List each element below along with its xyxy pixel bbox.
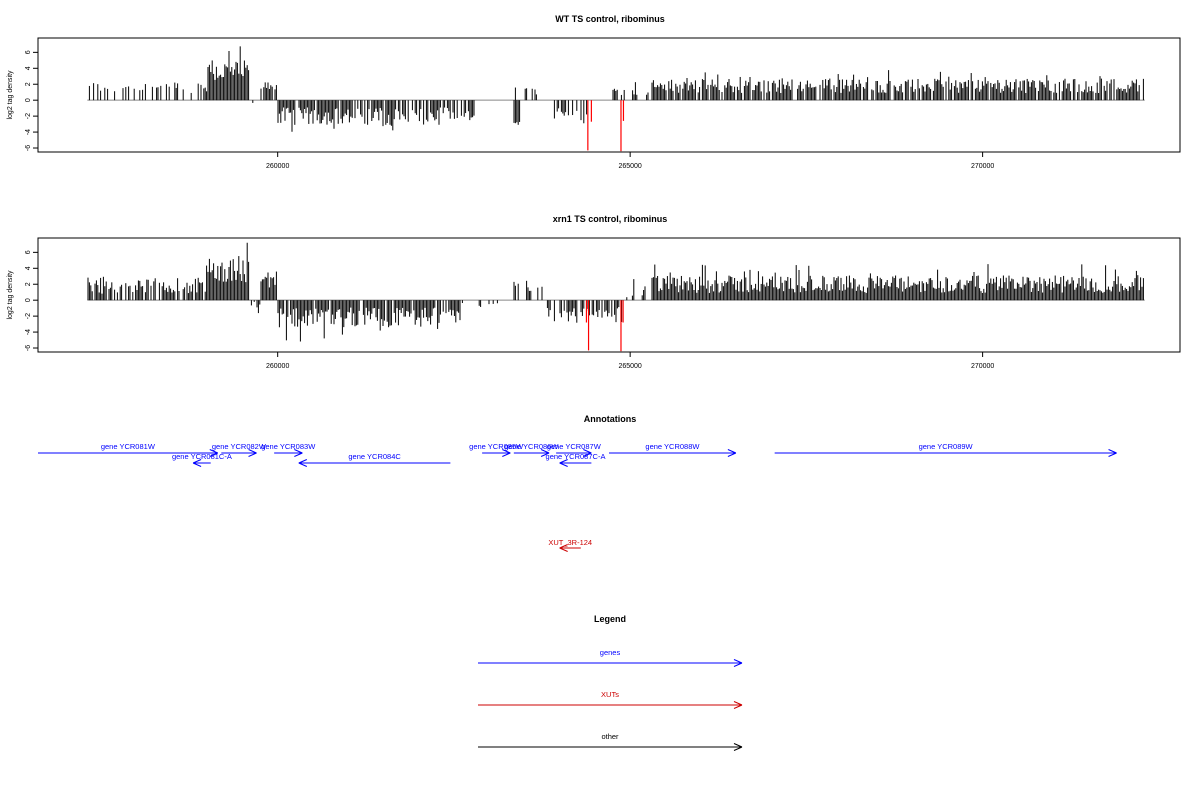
gene-arrow-head [559,459,568,464]
gene-label: gene YCR083W [261,442,316,451]
gene-arrow-head [209,449,218,454]
annotations-title: Annotations [584,414,637,424]
xut-arrow-head [559,544,568,549]
gene-label: gene YCR082W [212,442,267,451]
gene-label: gene YCR084C [348,452,401,461]
y-tick-label: -2 [25,313,32,319]
gene-label: gene YCR086W [504,442,559,451]
y-tick-label: 2 [25,282,32,286]
legend-label: other [601,732,619,741]
gene-arrow-head [502,449,511,454]
gene-label: gene YCR081C-A [172,452,232,461]
gene-arrow-head [727,449,737,454]
gene-arrow-head [209,452,218,457]
xut-arrow-head [559,547,568,552]
gene-arrow-head [294,449,303,454]
y-tick-label: -4 [25,329,32,335]
plot-frame [37,37,1181,153]
gene-arrow-head [540,452,550,457]
y-tick-label: 4 [25,266,32,270]
legend-arrow-head [733,662,743,667]
legend-arrow-head [733,743,743,748]
y-tick-label: -6 [25,145,32,151]
y-tick-label: -2 [25,113,32,119]
gene-arrow-head [192,462,202,467]
y-tick-label: 6 [25,250,32,254]
y-tick-label: 6 [25,50,32,54]
legend-arrow-head [733,704,743,709]
panel-title: WT TS control, ribominus [555,14,665,24]
y-tick-label: 0 [25,298,32,302]
gene-arrow-head [192,459,202,464]
x-tick-label: 270000 [971,363,994,370]
legend-arrow-head [733,746,743,751]
legend-title: Legend [594,614,626,624]
x-tick-label: 265000 [618,363,641,370]
gene-arrow-head [298,459,308,464]
legend-label: XUTs [601,690,619,699]
gene-arrow-head [1108,452,1117,457]
gene-label: gene YCR085W [469,442,524,451]
gene-arrow-head [298,462,308,467]
y-tick-label: 0 [25,98,32,102]
legend-arrow-head [733,701,743,706]
gene-label: gene YCR088W [645,442,700,451]
gene-arrow-head [294,452,303,457]
gene-label: gene YCR087W [547,442,602,451]
gene-arrow-head [583,452,592,457]
gene-arrow-head [727,452,737,457]
gene-arrow-head [502,452,511,457]
gene-arrow-head [248,452,257,457]
xut-label: XUT_3R-124 [548,538,592,547]
y-tick-label: -6 [25,345,32,351]
x-tick-label: 260000 [266,363,289,370]
plot-frame [37,237,1181,353]
panel-title: xrn1 TS control, ribominus [553,214,668,224]
legend-label: genes [600,648,621,657]
y-axis-label: log2 tag density [7,270,14,320]
gene-label: gene YCR081W [101,442,156,451]
gene-label: gene YCR089W [919,442,974,451]
gene-label: gene YCR087C-A [546,452,606,461]
gene-arrow-head [248,449,257,454]
gene-arrow-head [559,462,568,467]
x-tick-label: 270000 [971,163,994,170]
gene-arrow-head [540,449,550,454]
legend-arrow-head [733,659,743,664]
gene-arrow-head [1108,449,1117,454]
y-tick-label: -4 [25,129,32,135]
x-tick-label: 265000 [618,163,641,170]
y-tick-label: 4 [25,66,32,70]
x-tick-label: 260000 [266,163,289,170]
gene-arrow-head [583,449,592,454]
y-tick-label: 2 [25,82,32,86]
y-axis-label: log2 tag density [7,70,14,120]
